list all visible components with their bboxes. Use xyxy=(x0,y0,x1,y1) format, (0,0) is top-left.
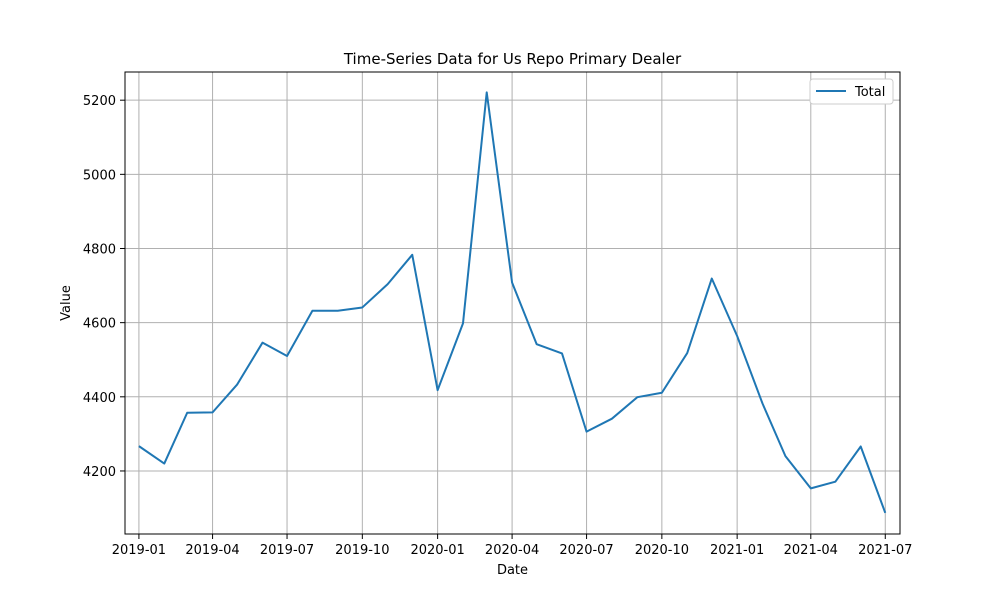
y-tick-label: 4800 xyxy=(83,242,116,257)
x-tick-label: 2020-10 xyxy=(635,543,689,558)
chart-title: Time-Series Data for Us Repo Primary Dea… xyxy=(343,50,682,68)
x-tick-label: 2021-07 xyxy=(858,543,912,558)
y-axis-title: Value xyxy=(59,285,74,321)
legend-box xyxy=(809,78,894,105)
legend: Total xyxy=(809,78,894,105)
series-layer xyxy=(138,91,887,514)
y-axis: 4200 4400 4600 4800 5000 5200 xyxy=(83,94,125,480)
x-tick-label: 2021-01 xyxy=(710,543,764,558)
x-tick-label: 2021-04 xyxy=(784,543,838,558)
x-axis: 2019-01 2019-04 2019-07 2019-10 2020-01 2020-… xyxy=(112,534,912,558)
x-tick-label: 2019-07 xyxy=(260,543,314,558)
x-tick-label: 2020-07 xyxy=(559,543,613,558)
y-tick-label: 4600 xyxy=(83,317,116,332)
x-tick-label: 2020-01 xyxy=(410,543,464,558)
x-axis-title: Date xyxy=(497,563,528,578)
x-tick-label: 2020-04 xyxy=(485,543,539,558)
y-tick-label: 5000 xyxy=(83,168,116,183)
x-tick-label: 2019-10 xyxy=(335,543,389,558)
legend-label: Total xyxy=(854,85,885,100)
x-tick-label: 2019-04 xyxy=(185,543,239,558)
grid-layer xyxy=(125,72,900,534)
y-tick-label: 5200 xyxy=(83,94,116,109)
y-tick-label: 4200 xyxy=(83,465,116,480)
y-tick-label: 4400 xyxy=(83,391,116,406)
x-tick-label: 2019-01 xyxy=(112,543,166,558)
series-line-total xyxy=(138,91,887,514)
